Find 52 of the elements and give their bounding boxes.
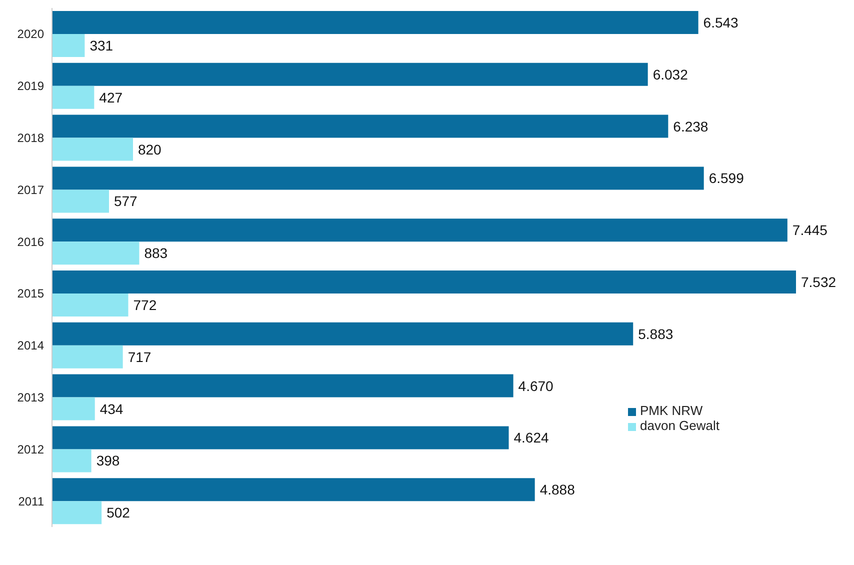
bar: [52, 34, 85, 57]
bar: [52, 426, 509, 450]
data-label: 434: [100, 400, 124, 417]
data-label: 427: [99, 89, 123, 106]
bar: [52, 86, 94, 109]
data-label: 4.624: [514, 430, 549, 446]
bar: [52, 478, 535, 502]
bar: [52, 374, 514, 398]
bar: [52, 345, 123, 368]
y-tick-label: 2016: [17, 234, 44, 249]
data-label: 4.670: [518, 378, 554, 394]
legend-label: davon Gewalt: [640, 418, 720, 433]
y-tick-label: 2012: [17, 442, 44, 456]
data-label: 331: [90, 37, 114, 54]
data-label: 883: [144, 245, 168, 262]
bar: [52, 397, 95, 420]
bar: [52, 449, 92, 472]
bar: [52, 190, 109, 213]
bar: [52, 166, 704, 190]
data-label: 717: [128, 348, 152, 365]
bar: [52, 62, 648, 86]
data-label: 6.599: [708, 170, 744, 186]
bar: [52, 322, 634, 346]
data-label: 7.532: [801, 274, 836, 290]
data-label: 502: [106, 504, 130, 521]
data-label: 7.445: [792, 222, 828, 238]
data-label: 6.238: [673, 118, 708, 134]
bar: [52, 270, 796, 294]
bar: [52, 11, 698, 34]
data-label: 6.543: [703, 14, 739, 30]
y-tick-label: 2020: [17, 27, 44, 42]
bar: [52, 218, 788, 242]
data-label: 577: [114, 193, 138, 210]
bar: [52, 294, 128, 316]
y-tick-label: 2011: [18, 494, 44, 508]
y-tick-label: 2018: [17, 131, 44, 146]
y-tick-label: 2015: [17, 286, 44, 301]
y-tick-label: 2019: [17, 79, 44, 94]
legend-label: PMK NRW: [640, 403, 703, 418]
data-label: 772: [133, 296, 157, 313]
y-tick-label: 2013: [17, 390, 44, 405]
bar: [52, 114, 668, 138]
data-label: 398: [96, 452, 120, 469]
y-tick-label: 2017: [17, 182, 44, 197]
bar: [52, 138, 133, 161]
data-label: 4.888: [540, 482, 576, 498]
y-tick-label: 2014: [17, 338, 44, 353]
data-label: 820: [138, 141, 162, 158]
data-label: 6.032: [652, 66, 688, 82]
bar: [52, 242, 140, 265]
data-label: 5.883: [638, 326, 674, 342]
bar: [52, 501, 102, 524]
